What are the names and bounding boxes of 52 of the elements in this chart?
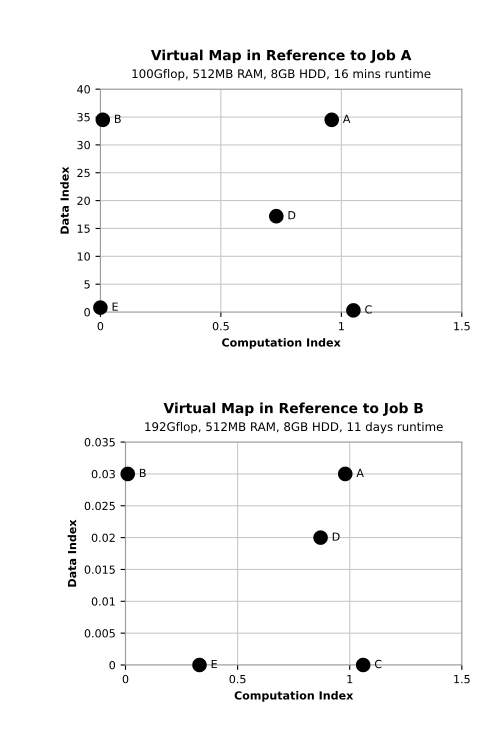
point (269, 208, 284, 224)
x-tick-label: 1 (339, 322, 344, 330)
y-tick-label: 0.005 (84, 629, 115, 638)
y-axis-title: Data Index (60, 166, 69, 234)
x-axis-title: Computation Index (234, 691, 354, 702)
y-tick-label: 15 (78, 224, 90, 233)
x-axis-title: Computation Index (222, 338, 341, 349)
y-tick-label: 0 (109, 660, 116, 670)
point (338, 466, 353, 482)
annotation: E (112, 302, 118, 311)
annotation: B (140, 468, 146, 477)
x-tick-label: 0.5 (230, 674, 246, 684)
y-tick-label: 0.02 (92, 534, 115, 542)
annotation: D (288, 211, 296, 220)
y-tick-label: 20 (77, 196, 90, 205)
chart-subtitle: 100Gflop, 512MB RAM, 8GB HDD, 16 mins runtime (132, 69, 430, 80)
point (93, 300, 108, 315)
y-tick-label: 0.03 (92, 470, 115, 478)
x-tick-label: 1 (347, 675, 352, 684)
x-tick-label: 1.5 (454, 322, 470, 330)
annotation: C (365, 305, 372, 314)
point (346, 303, 361, 318)
x-tick-label: 0 (122, 674, 128, 684)
y-tick-label: 0.01 (92, 597, 115, 606)
point (96, 112, 110, 128)
y-axis-title: Data Index (68, 520, 76, 587)
x-tick-label: 1.5 (454, 675, 470, 684)
y-tick-label: 0 (84, 308, 90, 316)
annotation: A (342, 114, 350, 123)
annotation: E (212, 660, 217, 668)
annotation: D (332, 532, 340, 541)
chart-title: Virtual Map in Reference to Job A (150, 50, 412, 64)
y-tick-label: 30 (77, 140, 90, 150)
annotation: A (356, 468, 364, 477)
y-tick-label: 0.025 (84, 502, 115, 510)
chart-subtitle: 192Gflop, 512MB RAM, 8GB HDD, 11 days runtime (145, 422, 443, 434)
point (313, 530, 328, 545)
chart-title: Virtual Map in Reference to Job B (164, 402, 423, 416)
y-tick-label: 35 (77, 112, 90, 122)
y-tick-label: 25 (77, 168, 90, 178)
point (120, 466, 136, 482)
annotation: B (115, 114, 121, 123)
y-tick-label: 0.015 (84, 565, 115, 574)
point (324, 112, 340, 128)
y-tick-label: 40 (77, 85, 90, 94)
point (356, 658, 370, 672)
y-tick-label: 10 (78, 252, 90, 261)
y-tick-label: 5 (84, 280, 90, 289)
annotation: C (374, 660, 382, 668)
point (192, 658, 207, 672)
x-tick-label: 0.5 (212, 322, 229, 330)
y-tick-label: 0.035 (84, 438, 115, 446)
